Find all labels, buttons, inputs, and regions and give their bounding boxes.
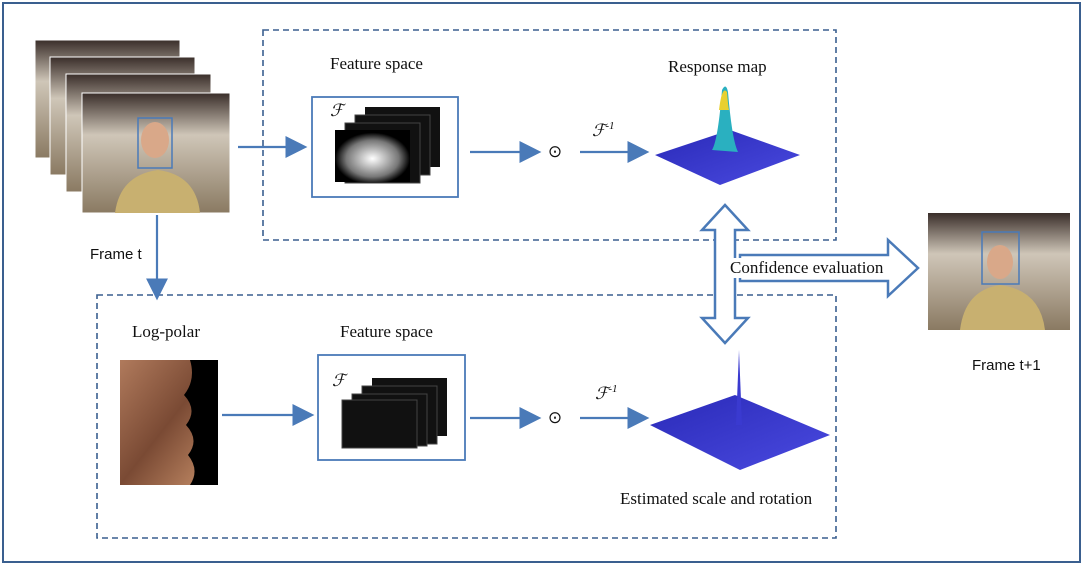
response-map-label: Response map (668, 57, 767, 76)
estimated-label: Estimated scale and rotation (620, 489, 813, 508)
diagram: Frame t Feature space ℱ ⊙ ℱ-1 Response m… (0, 0, 1084, 565)
next-frame (928, 213, 1070, 330)
inverse-fourier-symbol: ℱ-1 (595, 383, 618, 403)
frame-stack (35, 40, 230, 213)
feature-space-label: Feature space (330, 54, 423, 73)
operator: ⊙ (548, 142, 562, 161)
operator: ⊙ (548, 408, 562, 427)
log-polar-image (120, 360, 218, 485)
inverse-fourier-symbol: ℱ-1 (592, 120, 615, 140)
response-surface (655, 86, 800, 185)
log-polar-label: Log-polar (132, 322, 200, 341)
scale-rotation-surface (650, 350, 830, 470)
feature-space-label: Feature space (340, 322, 433, 341)
frame-t1-label: Frame t+1 (972, 357, 1041, 374)
exponent: -1 (605, 120, 614, 132)
frame-t-label: Frame t (90, 246, 143, 263)
exponent: -1 (608, 383, 617, 395)
confidence-label: Confidence evaluation (730, 258, 884, 277)
